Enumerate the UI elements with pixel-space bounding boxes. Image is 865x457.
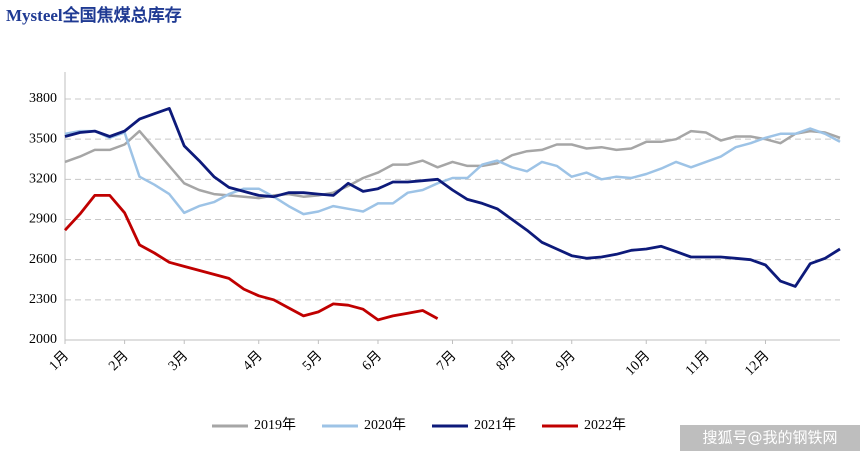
x-tick-label: 9月 — [553, 348, 579, 374]
series-line — [64, 107, 841, 288]
y-tick-label: 2900 — [29, 212, 57, 227]
legend-label: 2022年 — [584, 417, 626, 433]
watermark-bg — [680, 425, 860, 451]
series-line — [64, 129, 841, 200]
x-tick-label: 2月 — [106, 348, 132, 374]
y-tick-label: 3800 — [29, 91, 57, 106]
x-tick-label: 6月 — [359, 348, 385, 374]
legend-label: 2020年 — [364, 417, 406, 433]
x-tick-label: 10月 — [622, 348, 653, 379]
x-tick-label: 4月 — [240, 348, 266, 374]
watermark: 搜狐号@我的钢铁网 — [702, 429, 837, 447]
x-tick-label: 7月 — [433, 348, 459, 374]
x-tick-label: 5月 — [299, 348, 325, 374]
y-tick-label: 2600 — [29, 252, 57, 267]
x-tick-label: 12月 — [741, 348, 772, 379]
x-tick-label: 3月 — [165, 348, 191, 374]
x-tick-label: 8月 — [493, 348, 519, 374]
y-tick-label: 3500 — [29, 131, 57, 146]
x-tick-label: 11月 — [682, 348, 713, 379]
y-tick-label: 2000 — [29, 332, 57, 347]
legend-label: 2019年 — [254, 417, 296, 433]
y-tick-label: 2300 — [29, 292, 57, 307]
y-tick-label: 3200 — [29, 172, 57, 187]
series-line — [64, 127, 841, 216]
chart-title: Mysteel全国焦煤总库存 — [6, 5, 182, 25]
series-line — [63, 194, 439, 322]
x-tick-label: 1月 — [46, 348, 72, 374]
legend-label: 2021年 — [474, 417, 516, 433]
